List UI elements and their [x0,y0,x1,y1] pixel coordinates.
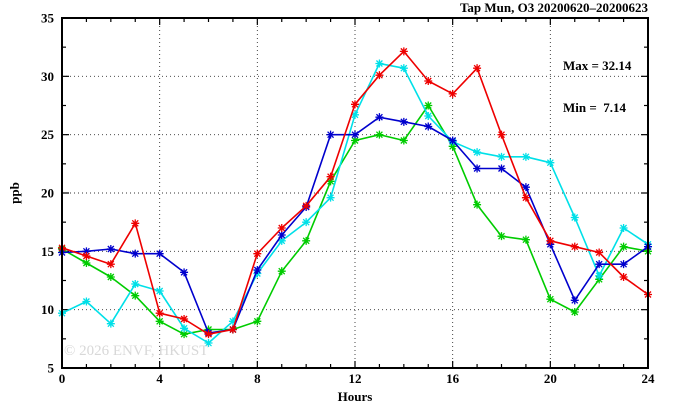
y-tick-label-15: 15 [41,244,55,259]
y-axis-label: ppb [7,182,22,204]
x-tick-label-12: 12 [349,371,362,386]
y-tick-label-30: 30 [41,69,54,84]
plot-border [61,17,649,369]
y-tick-label-20: 20 [41,186,54,201]
series-line-red [61,50,649,336]
y-tick-label-25: 25 [41,127,55,142]
y-tick-label-35: 35 [41,11,55,26]
min-value-label: Min = 7.14 [563,100,627,115]
x-axis-label: Hours [337,389,373,404]
x-tick-label-4: 4 [156,371,163,386]
x-tick-label-24: 24 [642,371,656,386]
max-value-label: Max = 32.14 [563,58,632,73]
y-tick-label-5: 5 [48,361,55,376]
x-tick-label-0: 0 [59,371,66,386]
x-tick-label-16: 16 [446,371,460,386]
x-tick-label-8: 8 [254,371,261,386]
series-line-blue [61,116,649,334]
max-min-annotation: Max = 32.14 Min = 7.14 [563,31,631,143]
x-tick-label-20: 20 [544,371,557,386]
chart-title: Tap Mun, O3 20200620–20200623 [459,0,648,15]
y-tick-label-10: 10 [41,302,54,317]
watermark: © 2026 ENVF, HKUST [64,343,209,359]
